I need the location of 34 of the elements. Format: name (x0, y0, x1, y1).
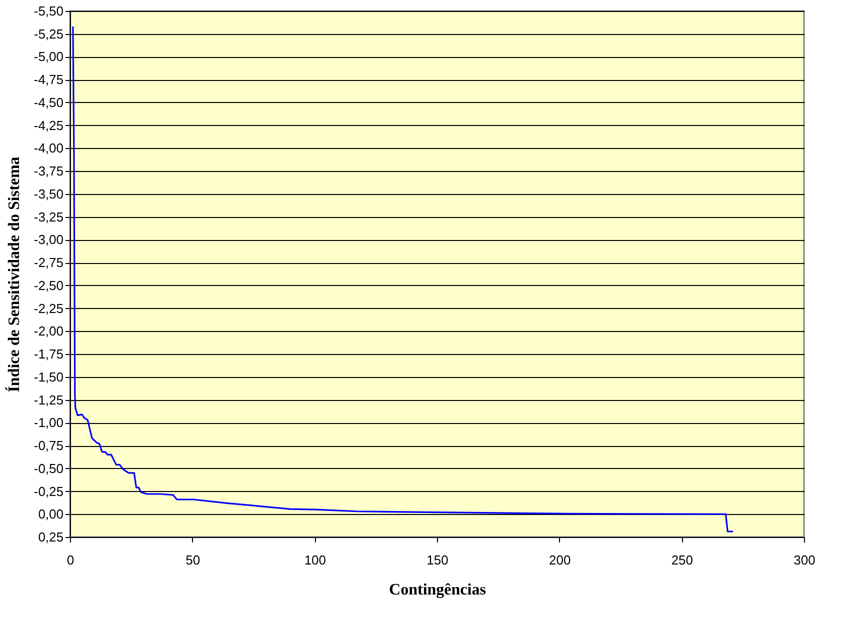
y-tick-label: -0,75 (34, 438, 64, 454)
x-tick-label: 50 (186, 552, 200, 568)
x-tick-label: 100 (304, 552, 326, 568)
y-tick-label: 0,00 (38, 506, 64, 522)
y-tick-label: -4,50 (34, 94, 64, 110)
y-axis-title: Índice de Sensitividade do Sistema (4, 156, 23, 392)
line-series (72, 26, 734, 532)
y-tick-label: -4,00 (34, 140, 64, 156)
y-tick-label: -5,00 (34, 49, 64, 64)
y-tick-label: -1,50 (34, 369, 64, 384)
y-tick-label: -2,25 (34, 300, 64, 316)
y-tick-label: -4,25 (34, 118, 64, 133)
x-axis-title: Contingências (389, 582, 486, 598)
y-tick-label: -5,50 (34, 4, 64, 18)
y-tick-label: -3,25 (34, 209, 64, 224)
x-tick-label: 150 (426, 552, 448, 568)
x-tick-label: 300 (794, 552, 816, 568)
y-tick-label: -2,00 (34, 324, 64, 339)
y-tick-label: -3,00 (34, 232, 64, 248)
y-tick-label: -1,00 (34, 415, 64, 430)
x-tick-label: 200 (548, 552, 571, 568)
y-tick-label: -0,25 (34, 484, 64, 499)
x-tick-label: 250 (671, 552, 694, 568)
y-tick-label: -3,75 (34, 164, 64, 179)
y-tick-label: -3,50 (34, 186, 64, 202)
y-tick-label: -2,75 (34, 255, 64, 270)
y-tick-label: -4,75 (34, 72, 64, 88)
y-tick-label: -0,50 (34, 460, 64, 476)
y-tick-label: 0,25 (38, 530, 64, 544)
y-tick-label: -1,25 (34, 392, 64, 408)
y-tick-label: -2,50 (34, 278, 64, 293)
y-tick-label: -1,75 (34, 346, 64, 362)
x-tick-label: 0 (66, 552, 74, 568)
y-tick-label: -5,25 (34, 26, 64, 42)
